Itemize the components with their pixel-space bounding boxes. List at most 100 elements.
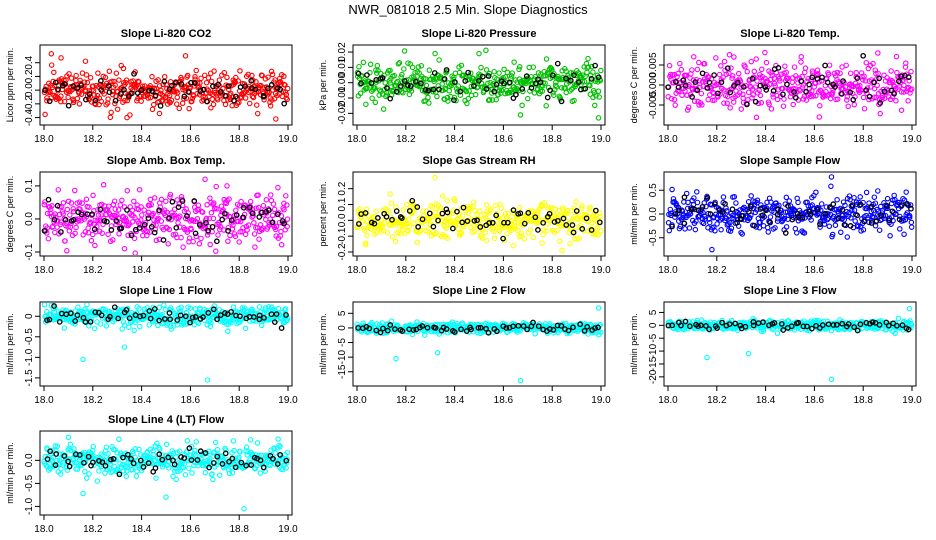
data-point: [670, 196, 677, 202]
data-point: [786, 198, 793, 204]
data-point: [903, 189, 909, 195]
data-point: [531, 90, 538, 96]
data-point: [458, 62, 465, 69]
highlight-point: [228, 309, 234, 315]
highlight-point: [501, 80, 507, 87]
data-point: [267, 316, 273, 323]
data-point: [283, 91, 290, 98]
data-point: [128, 310, 135, 316]
highlight-point: [891, 90, 897, 97]
highlight-point: [399, 215, 405, 222]
highlight-point: [181, 93, 188, 100]
highlight-point: [373, 327, 380, 334]
data-point: [223, 200, 230, 207]
data-point: [863, 59, 870, 66]
highlight-point: [268, 311, 275, 318]
data-point: [585, 55, 591, 62]
data-point: [837, 70, 843, 77]
highlight-point: [140, 312, 147, 319]
data-point: [284, 223, 290, 230]
highlight-point: [763, 207, 770, 214]
highlight-point: [867, 320, 873, 327]
outlier-point: [745, 350, 752, 357]
data-point: [166, 465, 172, 471]
data-point: [397, 224, 403, 230]
data-point: [52, 93, 59, 99]
highlight-point: [871, 79, 877, 86]
data-point: [64, 248, 70, 254]
panel-title: Slope Line 4 (LT) Flow: [108, 414, 224, 426]
highlight-point: [704, 194, 711, 201]
x-tick-label: 18.4: [445, 395, 465, 406]
highlight-point: [884, 202, 890, 209]
highlight-point: [699, 70, 706, 77]
data-point: [222, 101, 229, 108]
panel-title: Slope Line 2 Flow: [433, 285, 526, 297]
data-point: [416, 70, 422, 76]
data-point: [106, 68, 113, 75]
highlight-point: [379, 75, 386, 81]
data-point: [530, 64, 537, 70]
highlight-point: [451, 329, 458, 335]
highlight-point: [355, 70, 362, 77]
data-point: [731, 194, 738, 200]
data-point: [278, 228, 284, 235]
highlight-point: [681, 220, 688, 227]
highlight-point: [91, 226, 98, 233]
data-point: [237, 448, 243, 455]
data-point: [890, 197, 896, 203]
x-tick-label: 18.0: [34, 395, 54, 406]
data-point: [178, 304, 184, 310]
data-point: [842, 84, 849, 90]
data-point: [214, 206, 220, 212]
data-point: [766, 81, 773, 88]
data-point: [748, 193, 754, 199]
data-point: [207, 241, 213, 248]
highlight-point: [845, 321, 852, 327]
data-point: [468, 83, 475, 90]
data-point: [784, 76, 790, 82]
data-point: [146, 322, 153, 328]
outlier-point: [432, 174, 438, 181]
data-point: [105, 96, 111, 102]
highlight-point: [452, 79, 458, 85]
data-point: [363, 240, 369, 246]
highlight-point: [237, 313, 243, 320]
data-point: [825, 71, 832, 78]
data-point: [901, 82, 907, 89]
outlier-point: [476, 50, 482, 57]
data-point: [829, 89, 836, 96]
data-point: [60, 211, 66, 217]
y-axis-label: ml/min per min.: [629, 313, 639, 375]
data-point: [75, 304, 81, 311]
outlier-point: [816, 114, 823, 120]
highlight-point: [734, 219, 740, 226]
data-point: [593, 92, 599, 99]
highlight-point: [70, 217, 77, 223]
data-point: [167, 323, 174, 330]
data-point: [111, 198, 118, 204]
data-point: [728, 225, 735, 231]
data-point: [356, 63, 362, 70]
data-point: [550, 92, 557, 98]
highlight-point: [517, 210, 524, 217]
highlight-point: [593, 207, 599, 214]
highlight-point: [118, 90, 124, 97]
highlight-point: [419, 323, 426, 329]
data-point: [186, 105, 192, 112]
data-point: [817, 102, 823, 109]
highlight-point: [479, 73, 486, 80]
data-point: [482, 214, 489, 221]
x-tick-label: 18.2: [396, 265, 416, 276]
highlight-point: [214, 316, 220, 323]
highlight-point: [124, 207, 130, 213]
highlight-point: [83, 96, 89, 103]
x-tick-label: 19.0: [902, 395, 922, 406]
highlight-point: [588, 76, 595, 82]
data-point: [719, 317, 725, 324]
highlight-point: [189, 314, 196, 321]
data-point: [809, 88, 815, 94]
data-point: [78, 91, 85, 97]
series-points: [41, 303, 291, 383]
data-point: [113, 70, 120, 76]
